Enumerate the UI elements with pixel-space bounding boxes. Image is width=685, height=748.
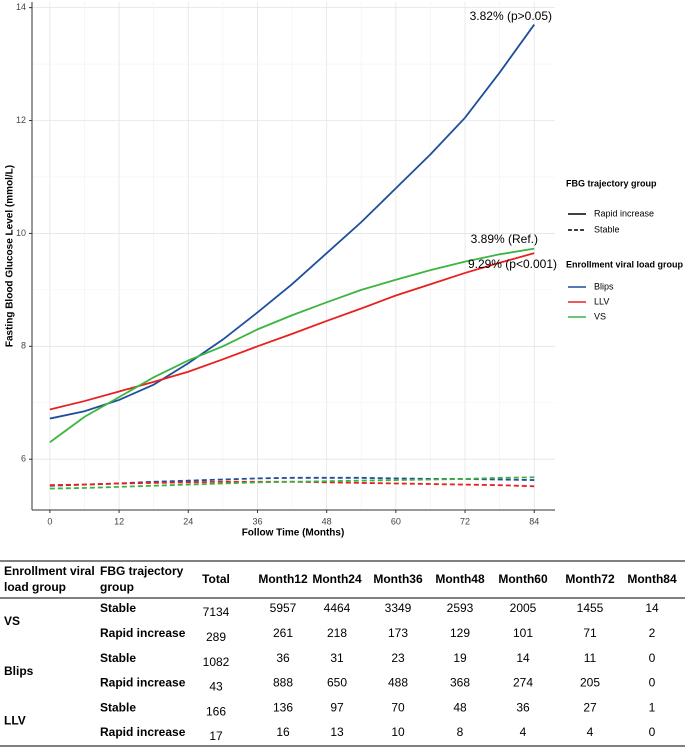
table-header: Month24 [312, 572, 362, 586]
table-cell: 4464 [324, 601, 351, 615]
table-cell: 14 [645, 601, 659, 615]
table-row-label: Stable [100, 651, 136, 665]
x-tick-label: 36 [252, 516, 262, 526]
y-tick-label: 12 [16, 115, 26, 125]
table-cell: 205 [580, 676, 600, 690]
table-cell: 17 [209, 729, 223, 743]
table-header: Enrollment viral load group [4, 564, 95, 594]
legend-title: FBG trajectory group [566, 178, 657, 188]
table-cell: 101 [513, 626, 533, 640]
table-header: Month48 [435, 572, 485, 586]
table-cell: 261 [273, 626, 293, 640]
series-line [49, 24, 535, 420]
y-tick-label: 14 [16, 2, 26, 12]
legend-label: VS [594, 311, 606, 321]
table-group: VS [4, 614, 20, 628]
table-cell: 129 [450, 626, 470, 640]
table-cell: 71 [583, 626, 597, 640]
x-tick-label: 0 [47, 516, 52, 526]
table-row-label: Rapid increase [100, 676, 186, 690]
table-cell: 14 [516, 651, 530, 665]
table-cell: 218 [327, 626, 347, 640]
annotation: 3.82% (p>0.05) [470, 9, 552, 23]
legend-title: Enrollment viral load group [566, 259, 684, 269]
table-cell: 2005 [510, 601, 537, 615]
table-group: Blips [4, 664, 34, 678]
x-tick-label: 48 [322, 516, 332, 526]
series-line [49, 247, 535, 443]
x-axis-title: Follow Time (Months) [242, 528, 345, 539]
table-cell: 70 [391, 700, 405, 714]
table-cell: 289 [206, 630, 226, 644]
table-cell: 8 [457, 725, 464, 739]
table-row-label: Stable [100, 601, 136, 615]
table-cell: 488 [388, 676, 408, 690]
annotation: 3.89% (Ref.) [471, 232, 538, 246]
table-cell: 368 [450, 676, 470, 690]
table-cell: 16 [276, 725, 290, 739]
table-cell: 0 [649, 676, 656, 690]
table-cell: 2593 [447, 601, 474, 615]
table-cell: 0 [649, 725, 656, 739]
table-cell: 0 [649, 651, 656, 665]
table-cell: 10 [391, 725, 405, 739]
table-cell: 36 [516, 700, 530, 714]
table-cell: 43 [209, 680, 223, 694]
x-tick-label: 84 [529, 516, 539, 526]
table-cell: 5957 [270, 601, 297, 615]
y-tick-label: 8 [21, 341, 26, 351]
legend-label: Blips [594, 281, 614, 291]
table-cell: 3349 [385, 601, 412, 615]
table-cell: 19 [453, 651, 467, 665]
table-group: LLV [4, 713, 26, 727]
table-header: Total [202, 572, 230, 586]
table-cell: 173 [388, 626, 408, 640]
series-line [49, 252, 535, 411]
table-cell: 1082 [203, 655, 230, 669]
table-row-label: Rapid increase [100, 626, 186, 640]
table-header: Month12 [258, 572, 308, 586]
table-cell: 1 [649, 700, 656, 714]
y-tick-label: 10 [16, 228, 26, 238]
table-cell: 274 [513, 676, 533, 690]
table-header: Month84 [627, 572, 677, 586]
x-tick-label: 24 [183, 516, 193, 526]
legend-label: LLV [594, 296, 609, 306]
table-cell: 888 [273, 676, 293, 690]
table-cell: 48 [453, 700, 467, 714]
table-cell: 166 [206, 704, 226, 718]
table-cell: 11 [584, 651, 597, 665]
y-axis-title: Fasting Blood Glucose Level (mmol/L) [5, 165, 16, 347]
table-cell: 4 [587, 725, 594, 739]
table-cell: 2 [649, 626, 656, 640]
table-cell: 136 [273, 700, 293, 714]
annotation: 9.29% (p<0.001) [468, 257, 557, 271]
x-tick-label: 72 [460, 516, 470, 526]
table-cell: 23 [391, 651, 405, 665]
legend-label: Rapid increase [594, 208, 654, 218]
table-cell: 650 [327, 676, 347, 690]
table-header: Month60 [498, 572, 548, 586]
table-row-label: Rapid increase [100, 725, 186, 739]
table-cell: 31 [330, 651, 344, 665]
y-tick-label: 6 [21, 454, 26, 464]
table-cell: 1455 [577, 601, 604, 615]
table-row-label: Stable [100, 700, 136, 714]
x-tick-label: 12 [114, 516, 124, 526]
series-line [49, 476, 535, 490]
table-header: FBG trajectory group [100, 564, 184, 594]
table-header: Month36 [373, 572, 423, 586]
x-tick-label: 60 [391, 516, 401, 526]
table-cell: 36 [276, 651, 290, 665]
table-cell: 7134 [203, 605, 230, 619]
table-cell: 13 [330, 725, 344, 739]
table-cell: 27 [583, 700, 597, 714]
legend-label: Stable [594, 224, 620, 234]
table-header: Month72 [565, 572, 615, 586]
table-cell: 4 [520, 725, 527, 739]
table-cell: 97 [330, 700, 344, 714]
